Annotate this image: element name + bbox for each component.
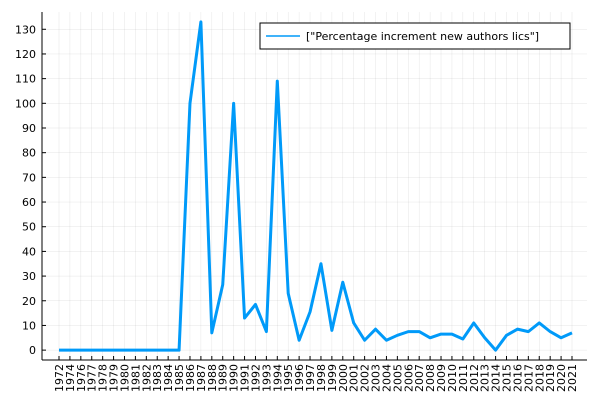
x-tick-label: 1984 (162, 364, 175, 392)
x-tick-label: 1981 (129, 364, 142, 392)
x-tick-label: 1992 (249, 364, 262, 392)
x-tick-label: 2018 (533, 364, 546, 392)
x-tick-label: 2009 (435, 364, 448, 392)
y-tick-label: 40 (22, 245, 36, 258)
x-tick-label: 1979 (108, 364, 121, 392)
x-tick-label: 2010 (446, 364, 459, 392)
y-tick-label: 100 (15, 97, 36, 110)
x-tick-label: 2021 (566, 364, 579, 392)
x-tick-label: 2017 (522, 364, 535, 392)
x-tick-label: 1972 (53, 364, 66, 392)
x-tick-label: 2020 (555, 364, 568, 392)
x-tick-label: 1980 (118, 364, 131, 392)
y-tick-label: 80 (22, 147, 36, 160)
x-tick-label: 1982 (140, 364, 153, 392)
x-tick-label: 1976 (75, 364, 88, 392)
y-tick-label: 130 (15, 23, 36, 36)
x-tick-label: 2019 (544, 364, 557, 392)
x-tick-label: 2013 (479, 364, 492, 392)
x-tick-label: 2001 (348, 364, 361, 392)
x-tick-label: 1991 (239, 364, 252, 392)
x-tick-label: 2002 (359, 364, 372, 392)
x-tick-label: 1977 (86, 364, 99, 392)
x-tick-label: 1989 (217, 364, 230, 392)
x-tick-label: 1994 (271, 364, 284, 392)
x-tick-label: 1983 (151, 364, 164, 392)
x-tick-label: 2011 (457, 364, 470, 392)
x-tick-label: 2016 (511, 364, 524, 392)
x-tick-label: 2008 (424, 364, 437, 392)
y-tick-label: 120 (15, 48, 36, 61)
x-tick-label: 2005 (391, 364, 404, 392)
y-tick-label: 30 (22, 270, 36, 283)
y-tick-label: 110 (15, 73, 36, 86)
y-tick-label: 50 (22, 221, 36, 234)
y-tick-label: 0 (29, 344, 36, 357)
y-tick-label: 70 (22, 171, 36, 184)
x-tick-label: 1997 (304, 364, 317, 392)
y-tick-label: 90 (22, 122, 36, 135)
x-tick-label: 1988 (206, 364, 219, 392)
x-tick-label: 2000 (337, 364, 350, 392)
x-tick-label: 1998 (315, 364, 328, 392)
line (59, 20, 573, 352)
x-tick-label: 2014 (490, 364, 503, 392)
x-tick-label: 2015 (501, 364, 514, 392)
x-tick-label: 1996 (293, 364, 306, 392)
x-tick-label: 2004 (380, 364, 393, 392)
x-tick-label: 2012 (468, 364, 481, 392)
y-tick-label: 60 (22, 196, 36, 209)
legend-label: ["Percentage increment new authors lics"… (306, 30, 539, 43)
x-tick-label: 2007 (413, 364, 426, 392)
x-tick-label: 1978 (97, 364, 110, 392)
x-tick-label: 2006 (402, 364, 415, 392)
x-tick-label: 2003 (370, 364, 383, 392)
y-tick-label: 10 (22, 319, 36, 332)
legend-box (259, 22, 571, 50)
x-tick-label: 1974 (64, 364, 77, 392)
x-tick-label: 1985 (173, 364, 186, 392)
y-tick-label: 20 (22, 295, 36, 308)
x-tick-label: 1990 (228, 364, 241, 392)
x-tick-label: 1986 (184, 364, 197, 392)
x-tick-label: 1995 (282, 364, 295, 392)
x-tick-label: 1993 (260, 364, 273, 392)
x-tick-label: 1987 (195, 364, 208, 392)
x-tick-label: 1999 (326, 364, 339, 392)
